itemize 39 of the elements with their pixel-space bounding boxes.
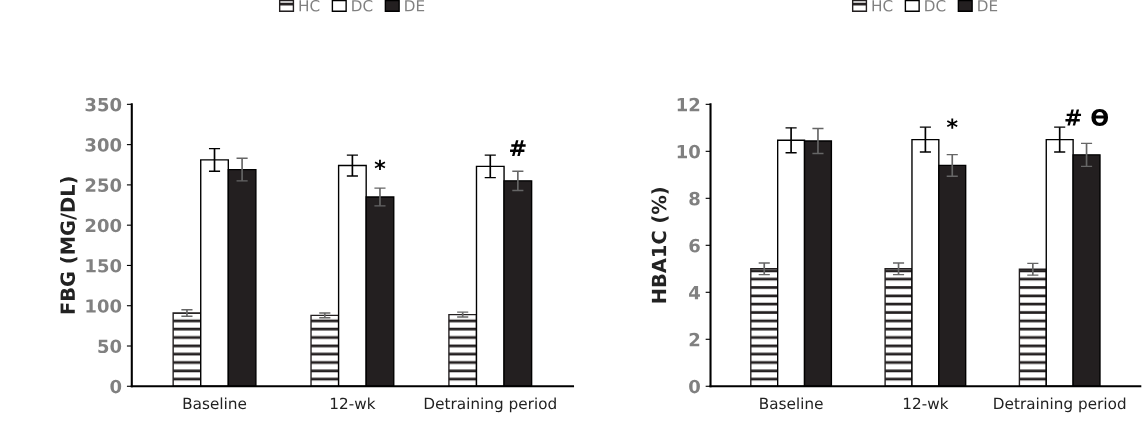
y-tick-label: 6: [689, 238, 700, 253]
x-tick-label: Detraining period: [994, 397, 1126, 413]
y-axis-title: FBG (MG/DL): [60, 177, 78, 314]
y-tick-label: 250: [85, 178, 122, 193]
legend-label: DE: [978, 0, 998, 12]
legend-label: DE: [405, 0, 425, 12]
legend-label: HC: [872, 0, 893, 12]
y-tick-label: 350: [85, 97, 122, 112]
x-tick-label: Detraining period: [424, 397, 556, 413]
legend-label: HC: [299, 0, 320, 12]
annotation: # ϴ: [1065, 109, 1109, 126]
x-tick-label: Baseline: [760, 397, 823, 410]
x-tick-label: 12-wk: [903, 397, 949, 409]
x-tick-label: Baseline: [183, 397, 247, 410]
x-tick-label: 12-wk: [330, 397, 376, 409]
bar: [172, 312, 202, 387]
legend-label: DC: [925, 0, 946, 12]
y-tick-label: 2: [689, 332, 700, 347]
y-tick-label: 100: [86, 299, 122, 313]
y-tick-label: 300: [85, 138, 122, 152]
legend-label: DC: [352, 0, 373, 12]
bar: [750, 268, 779, 387]
bar: [884, 268, 913, 387]
annotation: #: [510, 140, 526, 157]
y-tick-label: 4: [689, 286, 700, 300]
annotation: *: [374, 159, 386, 171]
y-tick-label: 200: [85, 218, 122, 233]
y-tick-label: 8: [689, 191, 700, 206]
bar: [448, 313, 478, 387]
bar: [1018, 268, 1047, 387]
y-tick-label: 150: [86, 258, 122, 273]
y-tick-label: 50: [98, 339, 122, 354]
y-axis-title: HBA1C (%): [651, 188, 669, 303]
y-tick-label: 10: [677, 144, 700, 159]
bar: [310, 314, 340, 387]
y-tick-label: 0: [110, 379, 122, 394]
y-tick-label: 0: [689, 379, 700, 394]
annotation: *: [946, 118, 958, 129]
y-tick-label: 12: [677, 97, 700, 112]
